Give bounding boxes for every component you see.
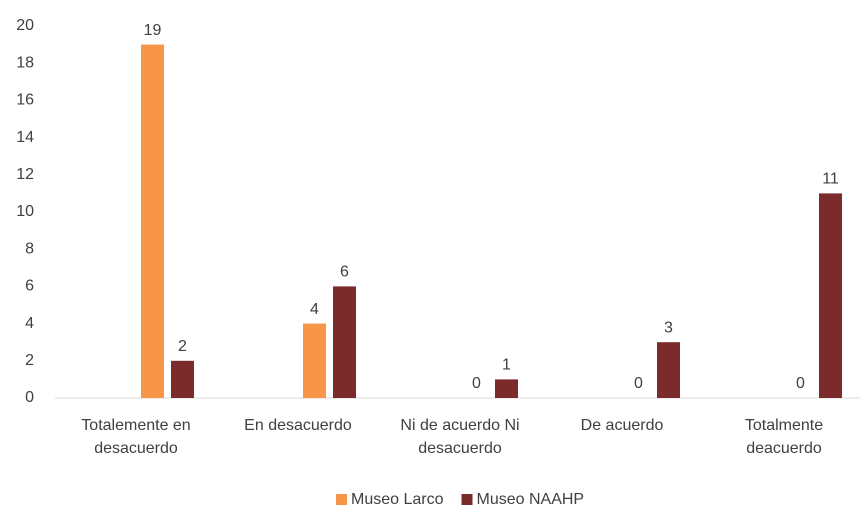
data-label: 6 [340, 264, 349, 281]
x-tick-label: Ni de acuerdo Ni desacuerdo [400, 417, 520, 457]
data-label: 2 [178, 338, 187, 355]
y-tick-label: 12 [16, 166, 34, 183]
x-tick-label: En desacuerdo [244, 417, 352, 434]
bar [171, 360, 194, 398]
y-tick-label: 18 [16, 54, 34, 71]
y-tick-label: 2 [25, 352, 34, 369]
x-tick-label: De acuerdo [580, 417, 664, 434]
x-tick-label: Totalemente en desacuerdo [81, 417, 191, 457]
data-label: 11 [822, 171, 839, 188]
y-tick-label: 20 [16, 17, 34, 34]
y-tick-label: 4 [25, 315, 34, 332]
data-label: 3 [664, 319, 673, 336]
data-label: 0 [472, 375, 481, 392]
data-label: 0 [796, 375, 805, 392]
y-tick-label: 6 [25, 278, 34, 295]
bar [495, 379, 518, 398]
legend-swatch [461, 494, 473, 505]
bar [303, 323, 326, 398]
y-tick-label: 8 [25, 240, 34, 257]
data-label: 4 [310, 301, 319, 318]
bar [333, 286, 356, 398]
data-label: 19 [144, 22, 162, 39]
data-label: 1 [502, 357, 511, 374]
bar [657, 342, 680, 398]
x-tick-label: Totalmente deacuerdo [744, 417, 824, 457]
y-tick-label: 14 [16, 129, 34, 146]
y-tick-label: 10 [16, 203, 34, 220]
bar [819, 193, 842, 398]
y-tick-label: 0 [25, 389, 34, 406]
y-tick-label: 16 [16, 92, 34, 109]
legend-label: Museo Larco [351, 491, 444, 508]
data-label: 0 [634, 375, 643, 392]
legend-label: Museo NAAHP [477, 491, 585, 508]
legend-swatch [336, 494, 347, 505]
bar [141, 44, 164, 398]
